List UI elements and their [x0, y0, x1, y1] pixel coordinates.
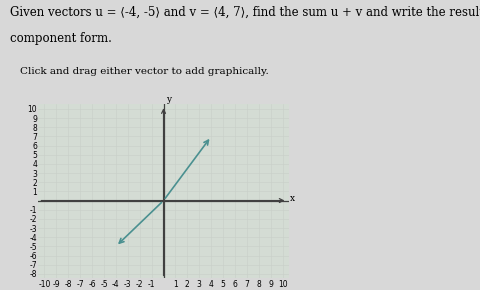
Text: component form.: component form.: [10, 32, 111, 45]
Text: x: x: [290, 194, 295, 203]
Text: Click and drag either vector to add graphically.: Click and drag either vector to add grap…: [20, 67, 268, 76]
Text: y: y: [166, 95, 171, 104]
Text: Given vectors u = ⟨-4, -5⟩ and v = ⟨4, 7⟩, find the sum u + v and write the resu: Given vectors u = ⟨-4, -5⟩ and v = ⟨4, 7…: [10, 6, 480, 19]
